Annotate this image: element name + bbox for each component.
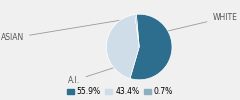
Wedge shape	[135, 14, 139, 47]
Wedge shape	[130, 14, 172, 80]
Wedge shape	[106, 14, 139, 78]
Text: ASIAN: ASIAN	[1, 18, 133, 42]
Text: A.I.: A.I.	[68, 51, 166, 85]
Text: WHITE: WHITE	[113, 13, 237, 44]
Legend: 55.9%, 43.4%, 0.7%: 55.9%, 43.4%, 0.7%	[67, 87, 173, 96]
